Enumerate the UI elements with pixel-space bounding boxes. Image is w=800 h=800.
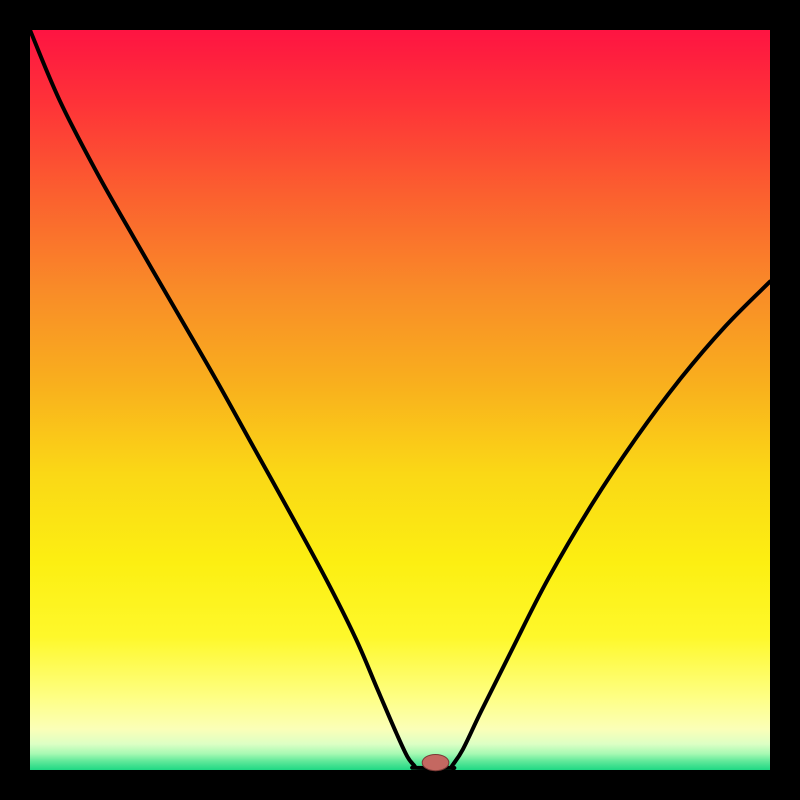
bottleneck-chart <box>0 0 800 800</box>
plot-area <box>30 30 770 770</box>
optimal-point-marker <box>422 754 449 770</box>
chart-container: TheBottleneck.com <box>0 0 800 800</box>
